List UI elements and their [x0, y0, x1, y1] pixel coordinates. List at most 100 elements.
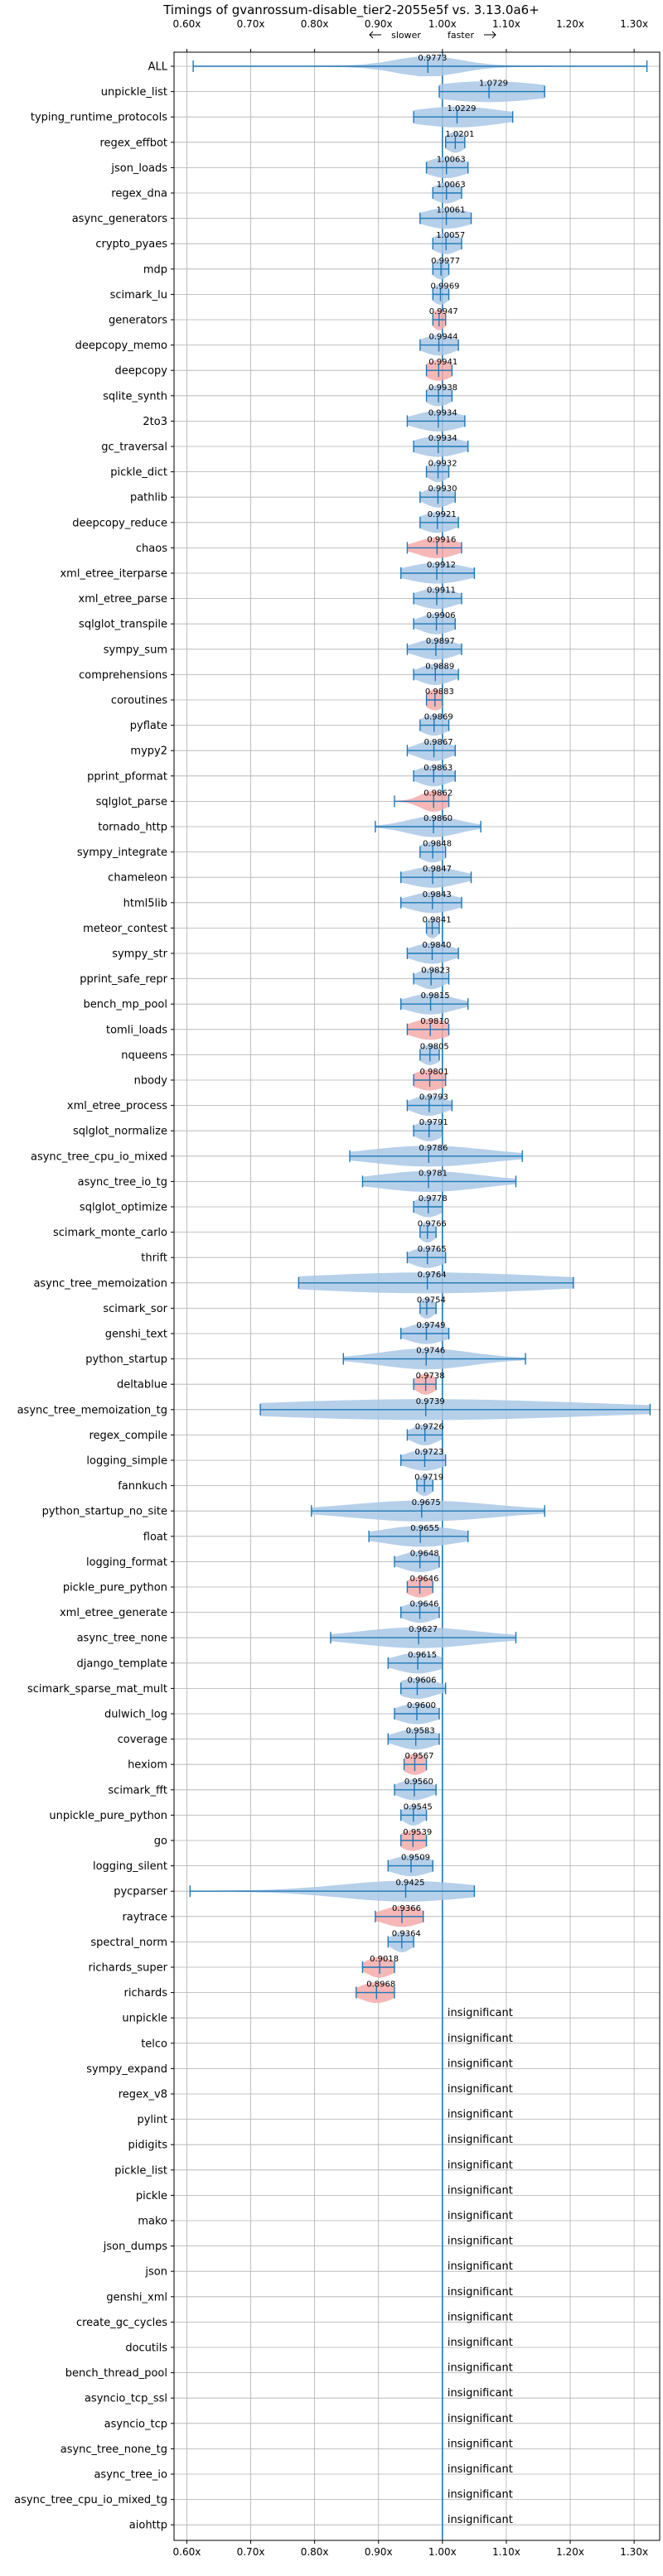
x-tick-label-bottom: 1.10x: [492, 2546, 520, 2558]
insignificant-label: insignificant: [448, 2387, 513, 2400]
insignificant-label: insignificant: [448, 2286, 513, 2299]
insignificant-label: insignificant: [448, 2514, 513, 2526]
value-label: 0.9810: [420, 1017, 449, 1026]
value-label: 0.9840: [423, 941, 452, 950]
benchmark-label: telco: [141, 2038, 167, 2050]
benchmark-label: xml_etree_process: [67, 1100, 167, 1112]
value-label: 0.9947: [429, 307, 458, 316]
value-label: 0.9600: [407, 1701, 436, 1710]
insignificant-label: insignificant: [448, 2236, 513, 2248]
value-label: 0.9754: [417, 1295, 446, 1305]
value-label: 0.9912: [427, 561, 456, 570]
value-label: 0.9930: [428, 485, 457, 494]
value-label: 0.9749: [416, 1321, 445, 1330]
benchmark-label: unpickle: [122, 2013, 167, 2025]
benchmark-label: pycparser: [114, 1886, 167, 1898]
benchmark-label: docutils: [125, 2342, 167, 2355]
value-label: 1.0063: [437, 155, 466, 164]
x-tick-label-bottom: 0.80x: [301, 2546, 329, 2558]
insignificant-label: insignificant: [448, 2489, 513, 2501]
benchmark-label: comprehensions: [79, 669, 167, 682]
benchmark-label: html5lib: [123, 897, 167, 909]
value-label: 0.9766: [418, 1220, 447, 1229]
benchmark-label: sqlite_synth: [103, 390, 167, 403]
value-label: 0.9847: [423, 865, 452, 874]
benchmark-label: fannkuch: [118, 1480, 167, 1493]
value-label: 0.9738: [416, 1372, 445, 1381]
benchmark-label: async_tree_memoization: [33, 1277, 167, 1290]
benchmark-label: async_tree_memoization_tg: [17, 1404, 167, 1416]
benchmark-label: deltablue: [117, 1379, 167, 1392]
value-label: 0.9793: [419, 1093, 448, 1102]
x-tick-label-top: 0.70x: [237, 18, 265, 30]
benchmark-label: unpickle_pure_python: [49, 1810, 167, 1822]
benchmark-label: generators: [109, 315, 167, 327]
benchmark-label: django_template: [77, 1657, 167, 1670]
value-label: 0.9932: [428, 460, 457, 469]
value-label: 0.9606: [407, 1676, 436, 1685]
value-label: 0.9726: [415, 1422, 444, 1431]
benchmark-label: async_tree_io: [94, 2469, 167, 2482]
benchmark-label: async_tree_io_tg: [78, 1176, 167, 1189]
value-label: 0.9823: [421, 967, 450, 976]
benchmark-label: sympy_str: [112, 948, 167, 961]
value-label: 0.9848: [423, 840, 452, 849]
value-label: 0.9746: [416, 1347, 445, 1356]
value-label: 0.9764: [418, 1271, 447, 1280]
value-label: 0.9539: [403, 1828, 432, 1837]
value-label: 0.9977: [431, 257, 460, 266]
insignificant-label: insignificant: [448, 2033, 513, 2045]
benchmark-label: asyncio_tcp_ssl: [85, 2393, 167, 2405]
benchmark-label: sympy_sum: [104, 644, 167, 656]
value-label: 1.0201: [445, 130, 474, 139]
benchmark-label: tornado_http: [98, 822, 167, 834]
benchmark-label: regex_dna: [111, 188, 167, 200]
benchmark-label: pyflate: [130, 720, 167, 732]
benchmark-label: nqueens: [121, 1049, 167, 1062]
insignificant-label: insignificant: [448, 2337, 513, 2349]
insignificant-label: insignificant: [448, 2210, 513, 2222]
value-label: 0.9862: [423, 789, 452, 798]
chart-title: Timings of gvanrossum-disable_tier2-2055…: [162, 2, 540, 18]
value-label: 0.9509: [401, 1854, 430, 1863]
value-label: 0.9934: [428, 434, 457, 443]
benchmark-label: unpickle_list: [101, 86, 167, 99]
benchmark-label: xml_etree_iterparse: [60, 568, 167, 581]
benchmark-label: python_startup: [85, 1353, 167, 1366]
value-label: 1.0729: [479, 80, 508, 89]
benchmark-label: async_generators: [72, 213, 168, 225]
value-label: 0.9805: [420, 1042, 449, 1051]
insignificant-label: insignificant: [448, 2413, 513, 2425]
value-label: 1.0063: [437, 181, 466, 190]
value-label: 0.9863: [423, 764, 452, 773]
value-label: 0.9801: [419, 1068, 448, 1077]
benchmark-label: sympy_expand: [86, 2063, 167, 2076]
label-layer: ALL 0.9773 unpickle_list 1.0729 typing_runti…: [14, 54, 513, 2532]
value-label: 0.9627: [409, 1625, 438, 1634]
x-tick-label-top: 1.30x: [620, 18, 648, 30]
benchmark-label: sqlglot_normalize: [73, 1126, 167, 1138]
slower-annotation: slower: [391, 30, 421, 41]
value-label: 0.9545: [404, 1802, 433, 1811]
benchmark-label: pidigits: [128, 2139, 168, 2152]
benchmark-label: sqlglot_parse: [96, 796, 167, 808]
insignificant-label: insignificant: [448, 2083, 513, 2096]
value-label: 0.9869: [424, 713, 453, 722]
x-tick-label-top: 1.10x: [492, 18, 520, 30]
value-label: 0.9615: [408, 1651, 437, 1660]
benchmark-label: async_tree_cpu_io_mixed: [31, 1151, 167, 1163]
slower-arrowhead: [369, 31, 374, 39]
x-tick-label-bottom: 1.20x: [556, 2546, 584, 2558]
benchmark-label: async_tree_none_tg: [60, 2443, 167, 2456]
value-label: 0.9841: [423, 915, 452, 924]
benchmark-label: deepcopy_reduce: [72, 517, 167, 529]
benchmark-label: chaos: [136, 543, 167, 555]
benchmark-label: bench_thread_pool: [65, 2367, 167, 2380]
benchmark-label: json_loads: [110, 162, 167, 175]
value-label: 0.9655: [410, 1524, 439, 1533]
benchmark-label: logging_simple: [86, 1455, 167, 1468]
insignificant-label: insignificant: [448, 2311, 513, 2323]
value-label: 0.9938: [428, 384, 457, 393]
benchmark-label: tomli_loads: [106, 1024, 167, 1036]
benchmark-label: pprint_pformat: [87, 770, 167, 783]
